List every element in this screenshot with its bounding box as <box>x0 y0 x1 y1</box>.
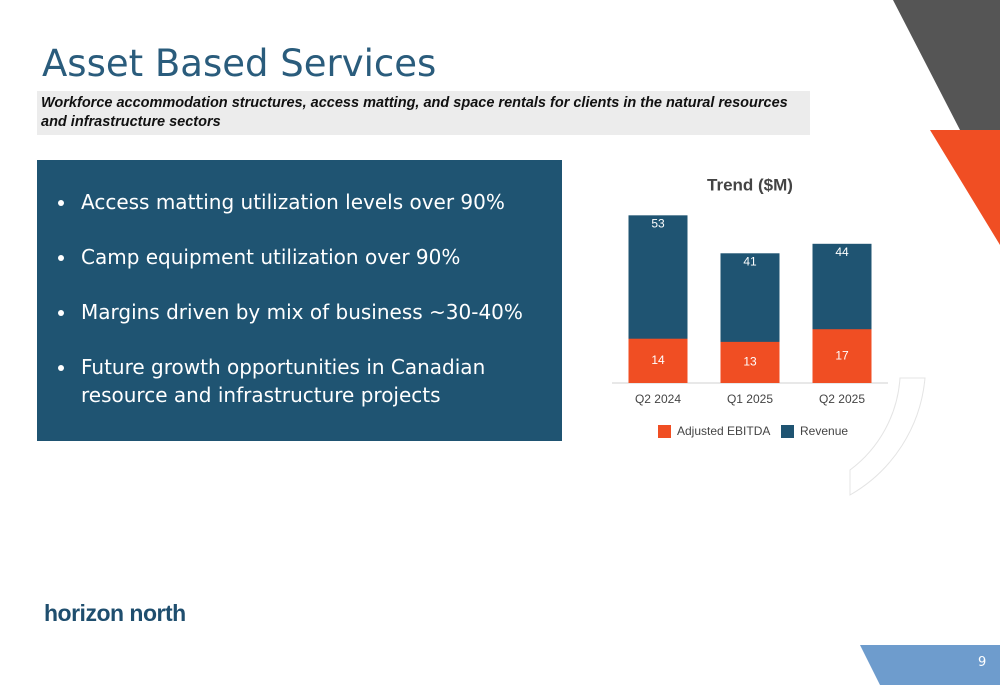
bullet: Future growth opportunities in Canadian … <box>77 353 552 409</box>
subtitle: Workforce accommodation structures, acce… <box>37 91 810 135</box>
data-label: 14 <box>651 353 665 367</box>
bullet: Margins driven by mix of business ~30-40… <box>77 298 552 326</box>
x-tick-label: Q1 2025 <box>727 392 773 406</box>
decor-triangle <box>893 0 1000 130</box>
page-number: 9 <box>978 655 987 670</box>
legend-label: Adjusted EBITDA <box>677 424 770 438</box>
data-label: 17 <box>835 348 849 362</box>
bar <box>628 338 688 383</box>
decor-triangle <box>930 130 1000 245</box>
x-tick-label: Q2 2025 <box>819 392 865 406</box>
data-label: 13 <box>743 355 757 369</box>
logo: horizon north <box>44 600 186 626</box>
title: Asset Based Services <box>42 42 437 85</box>
legend-label: Revenue <box>800 424 848 438</box>
bar <box>720 341 780 383</box>
bullet-list: Access matting utilization levels over 9… <box>37 160 562 409</box>
data-label: 44 <box>835 245 849 259</box>
data-label: 41 <box>743 254 757 268</box>
page-tab <box>860 645 1000 685</box>
bar <box>812 329 872 383</box>
chart-title: Trend ($M) <box>707 175 793 194</box>
decor-arc <box>849 377 926 496</box>
legend-swatch <box>781 425 794 438</box>
data-label: 53 <box>651 216 665 230</box>
legend-swatch <box>658 425 671 438</box>
bullet: Camp equipment utilization over 90% <box>77 243 552 271</box>
bullet-box: Access matting utilization levels over 9… <box>37 160 562 441</box>
bullet: Access matting utilization levels over 9… <box>77 188 552 216</box>
x-tick-label: Q2 2024 <box>635 392 681 406</box>
